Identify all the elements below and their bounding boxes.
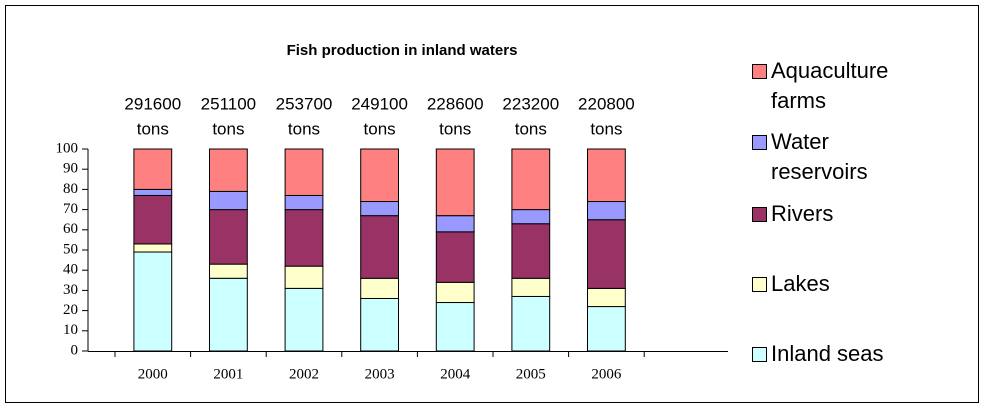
frame [5,5,979,403]
legend-item: Lakes [752,269,921,299]
legend-swatch [752,64,767,79]
bar-segment [209,209,248,265]
bar-segment [435,148,475,217]
legend-label: Rivers [771,201,834,226]
total-label: 251100 [201,94,256,113]
bar-segment [209,148,248,192]
bar-segment [209,263,248,279]
legend-label: Aquaculture farms [771,58,889,113]
total-unit: tons [212,119,244,138]
bar-segment [209,190,248,211]
total-unit: tons [364,119,396,138]
bar-segment [435,231,475,283]
bar-segment [133,148,173,190]
x-tick-label: 2004 [440,366,471,382]
y-tick-label: 30 [63,282,78,298]
bar-segment [284,265,324,289]
total-unit: tons [137,119,169,138]
bar-segment [360,277,400,299]
total-unit: tons [439,119,471,138]
bar-segment [511,295,551,352]
legend-swatch [752,347,767,362]
bar-segment [284,287,324,352]
legend-label: Inland seas [771,341,884,366]
bar-segment [435,215,475,233]
total-unit: tons [515,119,547,138]
x-tick-label: 2003 [365,366,395,382]
total-label: 228600 [427,94,484,113]
bar-segment [133,251,173,352]
total-label: 220800 [578,94,635,113]
chart-title: Fish production in inland waters [287,42,518,59]
bar-segment [511,277,551,297]
total-label: 253700 [276,94,333,113]
x-tick-label: 2006 [591,366,622,382]
y-tick-label: 80 [63,181,78,197]
total-label: 249100 [351,94,408,113]
x-tick-label: 2001 [213,366,243,382]
y-tick-label: 50 [63,241,78,257]
bar-segment [284,194,324,211]
legend-swatch [752,207,767,222]
bar-segment [209,277,248,352]
y-tick-label: 10 [63,322,78,338]
legend-label: Water reservoirs [771,129,868,184]
bar-segment [284,148,324,196]
x-tick-label: 2005 [516,366,546,382]
total-label: 223200 [502,94,559,113]
bar-segment [511,148,551,211]
total-unit: tons [288,119,320,138]
bar-segment [435,302,475,352]
bar-segment [360,215,400,279]
legend-item: Rivers [752,199,921,229]
bar-segment [360,148,400,203]
bar-segment [284,209,324,267]
bar-segment [511,209,551,225]
bar-segment [587,287,626,308]
bar-segment [587,148,626,203]
bar-segment [360,297,400,352]
bar-segment [133,243,173,253]
y-tick-label: 90 [63,161,78,177]
y-tick-label: 20 [63,302,78,318]
legend-swatch [752,277,767,292]
y-tick-label: 0 [71,342,79,358]
bar-segment [360,201,400,217]
bar-segment [133,188,173,196]
total-label: 291600 [124,94,181,113]
x-tick-label: 2002 [289,366,319,382]
y-tick-label: 100 [56,140,79,156]
bar-segment [587,201,626,221]
y-tick-label: 40 [63,262,78,278]
y-tick-label: 60 [63,221,78,237]
y-tick-label: 70 [63,201,78,217]
bar-segment [587,219,626,289]
legend-item: Water reservoirs [752,127,921,187]
legend-swatch [752,135,767,150]
bar-segment [133,194,173,245]
x-tick-label: 2000 [138,366,168,382]
bar-segment [511,223,551,279]
bar-segment [435,281,475,304]
legend-item: Inland seas [752,339,921,369]
total-unit: tons [590,119,622,138]
legend-label: Lakes [771,271,830,296]
bar-segment [587,306,626,352]
legend-item: Aquaculture farms [752,56,921,116]
